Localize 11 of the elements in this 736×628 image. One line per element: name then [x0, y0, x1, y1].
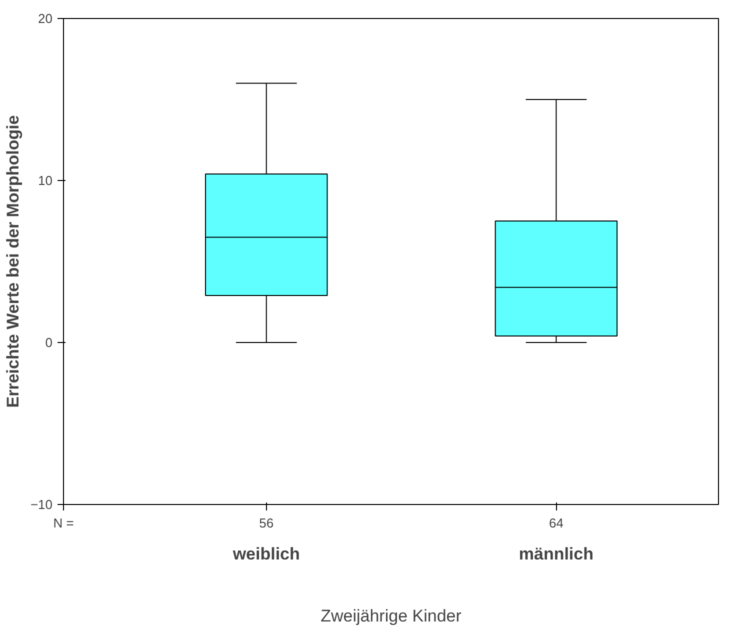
x-tick-label: weiblich — [232, 544, 300, 564]
x-tick-label: männlich — [518, 544, 594, 564]
text: 64 — [548, 516, 564, 530]
x-axis-title: Zweijährige Kinder — [320, 606, 462, 626]
text: N = — [53, 516, 74, 530]
y-tick-label: 10 — [38, 173, 53, 188]
text: 56 — [259, 516, 274, 530]
y-tick-label: 20 — [38, 11, 53, 26]
y-axis-title: Erreichte Werte bei der Morphologie — [3, 115, 22, 408]
y-tick-label: 0 — [45, 335, 53, 350]
y-tick-label: −10 — [30, 497, 53, 512]
